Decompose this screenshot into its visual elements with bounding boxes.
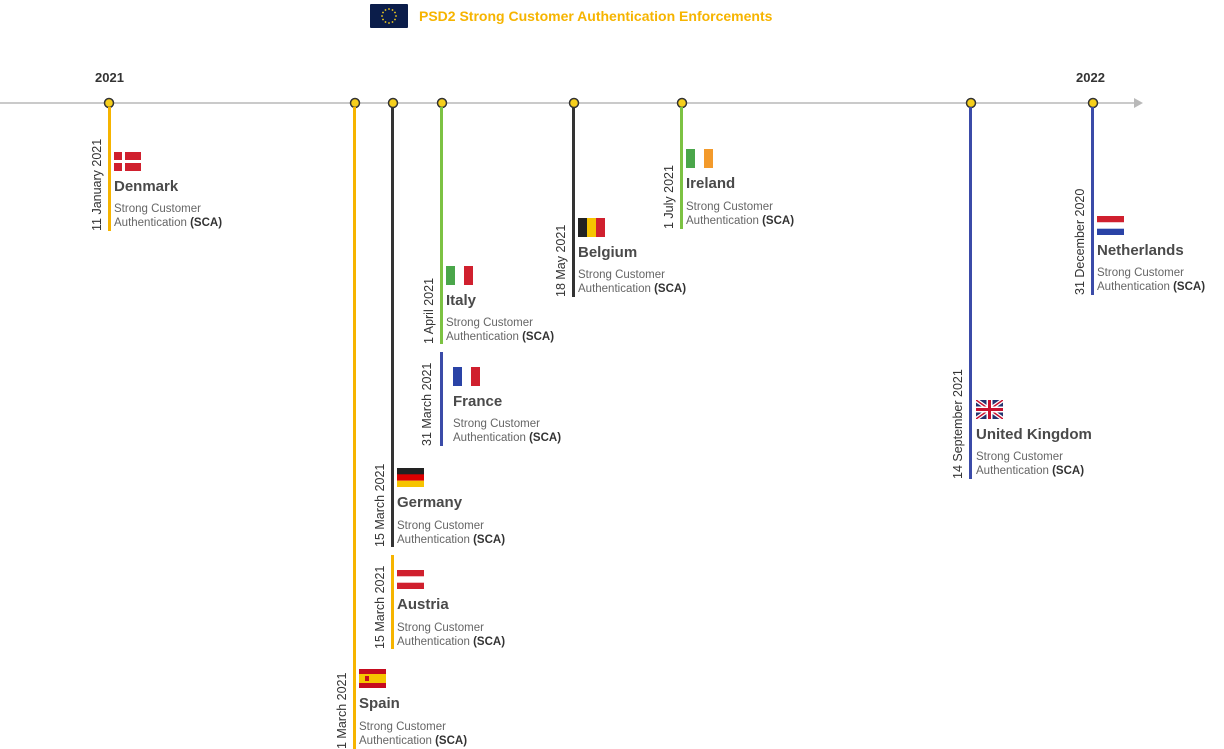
germany-flag-icon [397,468,424,487]
ireland-line [680,107,683,229]
event-description: Strong Customer Authentication (SCA) [397,622,506,648]
event-date: 1 April 2021 [422,277,436,344]
event-description: Strong Customer Authentication (SCA) [578,269,687,295]
netherlands-flag-icon [1097,216,1124,235]
event-description: Strong Customer Authentication (SCA) [1097,267,1206,293]
event-date: 31 December 2020 [1073,188,1087,295]
spain-flag-icon [359,669,386,688]
event-description: Strong Customer Authentication (SCA) [397,520,506,546]
event-date: 1 July 2021 [662,165,676,229]
event-date: 15 March 2021 [373,463,387,547]
year-label-2022: 2022 [1076,70,1105,85]
axis-arrow-icon [1134,98,1143,108]
denmark-flag-icon [114,152,141,171]
austria-line [391,555,394,649]
header: PSD2 Strong Customer Authentication Enfo… [370,3,772,29]
eu-flag-icon [370,4,408,28]
event-date: 1 March 2021 [335,672,349,749]
page-title: PSD2 Strong Customer Authentication Enfo… [419,8,773,24]
spain-line [353,107,356,749]
country-name: Ireland [686,175,736,192]
timeline-axis [0,97,1143,109]
country-name: Italy [446,292,477,309]
country-name: Austria [397,596,449,613]
country-name: France [453,393,503,410]
event-date: 31 March 2021 [420,362,434,446]
event-description: Strong Customer Authentication (SCA) [359,721,468,747]
ireland-flag-icon [686,149,713,168]
uk-flag-icon [976,400,1003,419]
uk-line [969,107,972,479]
belgium-flag-icon [578,218,605,237]
italy-line [440,107,443,344]
event-date: 11 January 2021 [90,138,104,231]
event-description: Strong Customer Authentication (SCA) [446,317,555,343]
event-description: Strong Customer Authentication (SCA) [114,203,223,229]
france-line [440,352,443,446]
country-name: Spain [359,695,400,712]
year-label-2021: 2021 [95,70,124,85]
france-flag-icon [453,367,480,386]
netherlands-line [1091,107,1094,295]
germany-line [391,107,394,547]
country-name: Denmark [114,178,179,195]
austria-flag-icon [397,570,424,589]
event-description: Strong Customer Authentication (SCA) [976,451,1085,477]
event-date: 14 September 2021 [951,369,965,479]
italy-flag-icon [446,266,473,285]
event-description: Strong Customer Authentication (SCA) [453,418,562,444]
country-name: Netherlands [1097,242,1184,259]
denmark-line [108,107,111,231]
country-name: Belgium [578,244,638,261]
country-name: United Kingdom [976,426,1092,443]
event-date: 15 March 2021 [373,565,387,649]
country-name: Germany [397,494,463,511]
event-date: 18 May 2021 [554,224,568,297]
event-description: Strong Customer Authentication (SCA) [686,201,795,227]
belgium-line [572,107,575,297]
